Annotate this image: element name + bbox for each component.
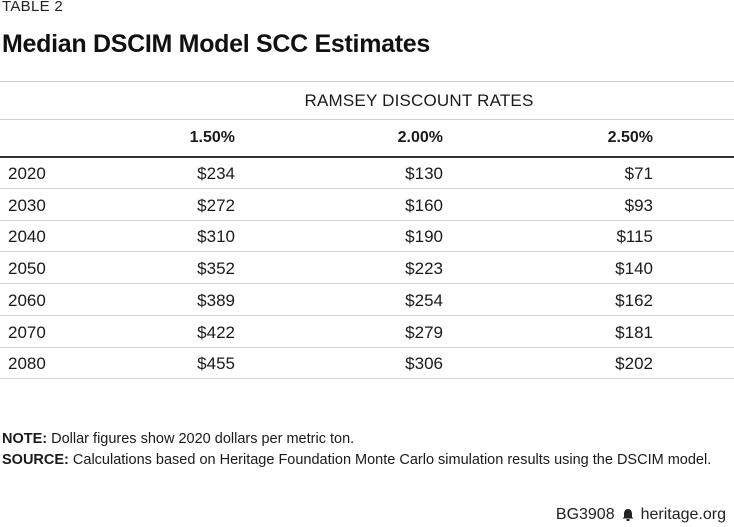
table-row: 2070 $422 $279 $181 (0, 317, 734, 348)
row-divider (0, 346, 734, 348)
table-cell: $422 (197, 322, 235, 342)
note-label: NOTE: (2, 431, 48, 447)
table-row: 2050 $352 $223 $140 (0, 253, 734, 285)
row-year: 2080 (8, 354, 46, 374)
table-cell: $130 (405, 164, 443, 183)
table-cell: $190 (405, 227, 443, 247)
row-divider (0, 251, 734, 253)
header-divider (0, 156, 734, 158)
row-year: 2020 (8, 164, 46, 183)
table-cell: $455 (197, 354, 235, 374)
bell-icon (621, 508, 635, 522)
table-cell: $160 (405, 195, 443, 215)
table-cell: $162 (615, 290, 653, 310)
row-year: 2030 (8, 195, 46, 215)
table-cell: $71 (624, 164, 653, 183)
report-code: BG3908 (555, 506, 615, 523)
table-row: 2080 $455 $306 $202 (0, 348, 734, 380)
column-header-1: 1.50% (189, 129, 235, 146)
source-label: SOURCE: (2, 452, 69, 468)
table-cell: $202 (615, 354, 653, 374)
table-label: TABLE 2 (2, 0, 64, 15)
column-header-2: 2.00% (397, 129, 443, 146)
table-cell: $352 (197, 259, 235, 279)
table-cell: $181 (615, 322, 653, 342)
table-cell: $140 (615, 259, 653, 279)
note-text: Dollar figures show 2020 dollars per met… (47, 431, 355, 447)
table-cell: $306 (405, 354, 443, 374)
column-header-3: 2.50% (607, 129, 653, 146)
row-divider (0, 378, 734, 380)
group-header-label: RAMSEY DISCOUNT RATES (304, 91, 534, 110)
site-link[interactable]: heritage.org (640, 506, 726, 523)
table-row: 2060 $389 $254 $162 (0, 285, 734, 316)
table-cell: $223 (405, 259, 443, 279)
table-cell: $310 (197, 227, 235, 247)
table-cell: $115 (616, 227, 653, 247)
notes: NOTE: Dollar figures show 2020 dollars p… (2, 429, 711, 471)
row-year: 2040 (8, 227, 46, 247)
source-text: Calculations based on Heritage Foundatio… (68, 452, 712, 468)
page-title: Median DSCIM Model SCC Estimates (2, 30, 430, 58)
table-row: 2020 $234 $130 $71 (0, 158, 734, 189)
table-cell: $279 (405, 322, 443, 342)
row-year: 2050 (8, 259, 46, 279)
table-row: 2030 $272 $160 $93 (0, 190, 734, 221)
note-line: NOTE: Dollar figures show 2020 dollars p… (2, 429, 711, 450)
row-year: 2060 (8, 290, 46, 310)
group-header: RAMSEY DISCOUNT RATES (0, 91, 734, 111)
row-divider (0, 219, 734, 221)
table-cell: $254 (405, 290, 443, 310)
divider (0, 119, 734, 120)
row-year: 2070 (8, 322, 46, 342)
table-cell: $272 (197, 195, 235, 215)
row-divider (0, 188, 734, 189)
source-line: SOURCE: Calculations based on Heritage F… (2, 450, 711, 471)
table-cell: $389 (197, 290, 235, 310)
footer: BG3908 heritage.org (556, 506, 726, 524)
table-cell: $234 (197, 164, 235, 183)
divider (0, 81, 734, 82)
table-cell: $93 (624, 195, 653, 215)
row-divider (0, 283, 734, 285)
row-divider (0, 314, 734, 316)
table-row: 2040 $310 $190 $115 (0, 221, 734, 253)
